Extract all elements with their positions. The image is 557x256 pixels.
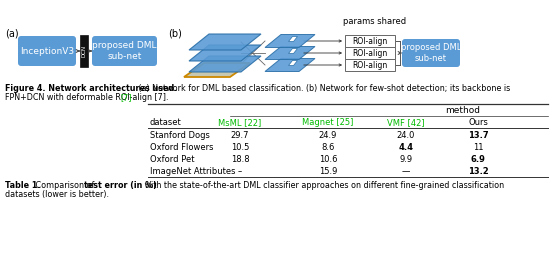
Polygon shape <box>265 59 315 71</box>
Text: —: — <box>402 167 410 176</box>
Bar <box>345 59 395 71</box>
Bar <box>345 47 395 59</box>
Text: with the state-of-the-art DML classifier approaches on different fine-grained cl: with the state-of-the-art DML classifier… <box>141 181 504 190</box>
Text: 6.9: 6.9 <box>471 155 486 164</box>
Text: InceptionV3: InceptionV3 <box>20 47 74 56</box>
Text: method: method <box>446 106 481 115</box>
Text: (a): (a) <box>5 28 18 38</box>
Text: Figure 4. Network architectures used.: Figure 4. Network architectures used. <box>5 84 177 93</box>
Polygon shape <box>265 35 315 48</box>
Polygon shape <box>289 48 297 54</box>
Polygon shape <box>189 56 261 72</box>
Text: ROI-align: ROI-align <box>353 37 388 46</box>
Text: test error (in %): test error (in %) <box>84 181 157 190</box>
Text: FPN+DCN with deformable ROI-align [7].: FPN+DCN with deformable ROI-align [7]. <box>5 93 169 102</box>
Text: [7]: [7] <box>120 93 131 102</box>
Text: 10.6: 10.6 <box>319 155 337 164</box>
Polygon shape <box>265 47 315 59</box>
Text: Oxford Pet: Oxford Pet <box>150 155 194 164</box>
Text: ROI-align: ROI-align <box>353 48 388 58</box>
Text: datasets (lower is better).: datasets (lower is better). <box>5 190 109 199</box>
Text: Table 1.: Table 1. <box>5 181 41 190</box>
Text: proposed DML
sub-net: proposed DML sub-net <box>401 43 461 63</box>
Text: 10.5: 10.5 <box>231 143 249 152</box>
Text: 4.4: 4.4 <box>398 143 413 152</box>
Polygon shape <box>189 34 261 50</box>
Text: ROI-align: ROI-align <box>353 60 388 69</box>
Bar <box>345 35 395 47</box>
Text: DCN: DCN <box>81 45 86 57</box>
Text: ImageNet Attributes: ImageNet Attributes <box>150 167 236 176</box>
Text: 9.9: 9.9 <box>399 155 413 164</box>
Text: Comparison of: Comparison of <box>33 181 97 190</box>
Polygon shape <box>289 60 297 66</box>
Text: 29.7: 29.7 <box>231 131 249 140</box>
Text: 18.8: 18.8 <box>231 155 250 164</box>
Text: 24.0: 24.0 <box>397 131 415 140</box>
Text: (b): (b) <box>168 28 182 38</box>
Text: 8.6: 8.6 <box>321 143 335 152</box>
Text: proposed DML
sub-net: proposed DML sub-net <box>92 41 157 61</box>
Text: 24.9: 24.9 <box>319 131 337 140</box>
Text: 13.7: 13.7 <box>468 131 488 140</box>
Polygon shape <box>289 37 297 41</box>
Text: Stanford Dogs: Stanford Dogs <box>150 131 210 140</box>
Text: Ours: Ours <box>468 118 488 127</box>
Text: Oxford Flowers: Oxford Flowers <box>150 143 213 152</box>
Polygon shape <box>189 45 261 61</box>
Polygon shape <box>184 63 250 77</box>
FancyBboxPatch shape <box>92 36 157 66</box>
Text: params shared: params shared <box>344 17 407 26</box>
Text: dataset: dataset <box>150 118 182 127</box>
Text: 13.2: 13.2 <box>468 167 488 176</box>
Text: MsML [22]: MsML [22] <box>218 118 262 127</box>
Text: VMF [42]: VMF [42] <box>387 118 425 127</box>
Text: 15.9: 15.9 <box>319 167 337 176</box>
Text: Magnet [25]: Magnet [25] <box>302 118 354 127</box>
FancyBboxPatch shape <box>402 39 460 67</box>
Bar <box>80 35 88 67</box>
Text: 11: 11 <box>473 143 483 152</box>
Text: –: – <box>238 167 242 176</box>
Text: (a) Network for DML based classification. (b) Network for few-shot detection; it: (a) Network for DML based classification… <box>136 84 511 93</box>
FancyBboxPatch shape <box>18 36 76 66</box>
